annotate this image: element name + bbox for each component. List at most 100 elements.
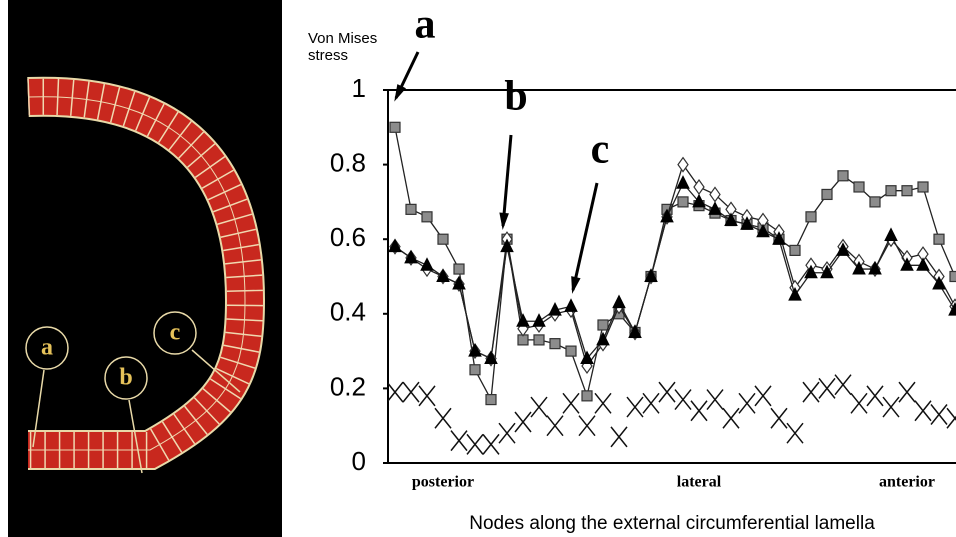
mesh-label: c	[170, 320, 181, 346]
data-point	[565, 345, 577, 357]
data-point	[693, 200, 705, 212]
data-point	[549, 338, 561, 350]
data-point	[837, 170, 849, 182]
data-point	[644, 268, 658, 282]
data-point	[421, 211, 433, 223]
series-line	[395, 385, 955, 445]
data-point	[786, 422, 804, 444]
data-point	[738, 392, 756, 414]
annotation-arrowhead	[571, 276, 581, 294]
data-point	[853, 253, 865, 270]
data-point	[549, 305, 561, 322]
data-point	[789, 244, 801, 256]
data-point	[802, 381, 820, 403]
data-point	[805, 257, 817, 274]
data-point	[757, 212, 769, 229]
data-point	[597, 335, 609, 352]
data-point	[434, 407, 452, 429]
data-point	[533, 334, 545, 346]
data-point	[564, 298, 578, 312]
data-point	[709, 207, 721, 219]
data-point	[690, 400, 708, 422]
data-point	[946, 407, 956, 429]
y-tick-label: 0.4	[330, 297, 366, 327]
data-point	[661, 208, 673, 225]
data-point	[834, 374, 852, 396]
data-point	[882, 396, 900, 418]
data-point	[613, 308, 625, 320]
data-point	[516, 313, 530, 327]
data-point	[804, 264, 818, 279]
data-point	[645, 270, 657, 283]
data-point	[533, 316, 545, 334]
data-point	[388, 238, 402, 253]
data-point	[709, 186, 721, 203]
annotation-arrow	[394, 51, 420, 99]
data-point	[453, 275, 465, 292]
data-point	[389, 121, 401, 133]
data-point	[437, 268, 449, 285]
data-point	[485, 350, 497, 367]
data-point	[933, 268, 945, 285]
data-point	[949, 298, 956, 315]
mesh-panel: a b c	[8, 0, 282, 537]
data-point	[469, 364, 481, 376]
data-point	[754, 385, 772, 407]
data-point	[789, 279, 801, 296]
data-point	[884, 227, 898, 241]
data-point	[500, 238, 514, 253]
plot-frame	[387, 89, 956, 464]
data-point	[741, 208, 753, 225]
data-point	[914, 400, 932, 422]
x-tick-label: posterior	[412, 474, 474, 491]
data-point	[885, 231, 897, 248]
mesh-callouts	[25, 311, 241, 474]
data-point	[485, 393, 497, 406]
data-point	[389, 238, 401, 255]
data-point	[837, 238, 849, 255]
data-point	[853, 181, 865, 193]
data-point	[725, 214, 737, 227]
data-point	[452, 275, 466, 290]
data-point	[660, 208, 674, 223]
data-point	[581, 390, 593, 402]
data-point	[725, 201, 737, 218]
data-point	[530, 396, 548, 418]
data-point	[866, 385, 884, 407]
y-tick-label: 0	[352, 446, 366, 476]
data-point	[852, 260, 866, 275]
data-point	[580, 350, 594, 365]
series-line	[394, 182, 956, 360]
data-point	[420, 257, 434, 271]
data-point	[514, 411, 532, 433]
data-point	[629, 324, 641, 341]
data-point	[469, 343, 481, 360]
data-point	[548, 301, 562, 316]
data-point	[581, 357, 593, 375]
data-point	[562, 392, 580, 414]
data-point	[898, 381, 916, 403]
data-point	[693, 178, 705, 196]
data-point	[868, 260, 882, 275]
data-point	[501, 233, 513, 245]
data-point	[629, 326, 641, 339]
data-point	[661, 203, 673, 215]
data-point	[613, 298, 625, 315]
data-point	[850, 392, 868, 414]
data-point	[692, 193, 706, 208]
data-point	[610, 426, 628, 448]
data-point	[677, 196, 689, 208]
data-point	[501, 231, 513, 248]
data-point	[466, 433, 484, 455]
data-point	[741, 218, 753, 230]
annotation: a	[415, 2, 436, 48]
data-point	[597, 319, 609, 331]
data-point	[805, 211, 817, 223]
data-point	[933, 233, 945, 245]
y-axis-title: Von Mises stress	[308, 30, 378, 64]
mesh-label: b	[119, 365, 132, 391]
annotation-arrowhead	[394, 84, 407, 102]
mesh	[27, 76, 266, 470]
y-tick-label: 0.6	[330, 222, 366, 252]
